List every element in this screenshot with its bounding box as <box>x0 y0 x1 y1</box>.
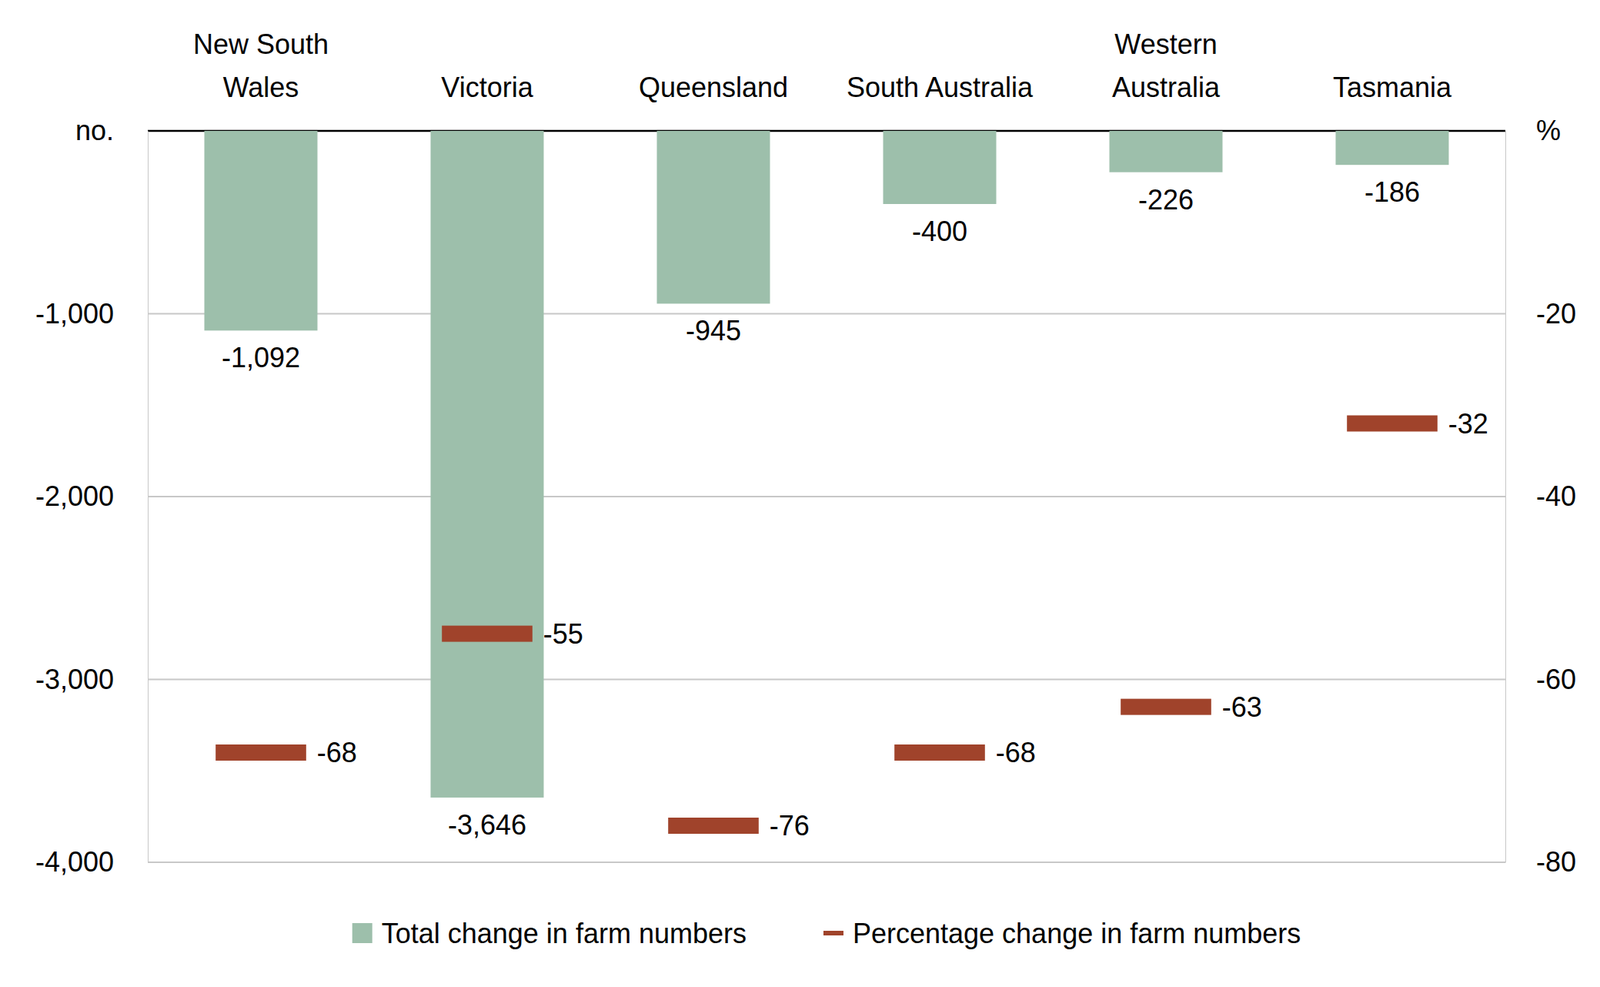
tick: Victoria <box>440 71 534 104</box>
bar <box>1109 130 1223 173</box>
legend-item: Percentage change in farm numbers <box>823 917 1301 949</box>
tick: -80 <box>1505 845 1577 878</box>
tick: -40 <box>1505 480 1577 512</box>
bar <box>883 130 997 204</box>
dash-marker <box>668 817 759 834</box>
axis-line <box>147 131 149 863</box>
grid <box>147 130 1506 862</box>
tick-label: -20 <box>1536 297 1577 330</box>
tick: no. <box>75 114 148 147</box>
tick-label: -4,000 <box>35 845 114 878</box>
legend-label: Total change in farm numbers <box>381 917 747 949</box>
tick-label: -80 <box>1536 845 1577 878</box>
data-label: -63 <box>1222 691 1263 723</box>
tick: WesternAustralia <box>1112 28 1221 104</box>
data-label: -76 <box>769 809 810 842</box>
tick-label: -3,000 <box>35 663 114 695</box>
tick: -1,000 <box>35 297 148 330</box>
tick-label: -60 <box>1536 663 1577 695</box>
grid-line <box>147 861 1506 863</box>
tick-label: -40 <box>1536 480 1577 512</box>
data-label: -186 <box>1364 176 1420 208</box>
tick: % <box>1505 114 1561 147</box>
y-axis: no. -1,000 -2,000 -3,000 -4,000 <box>35 114 149 878</box>
tick-label: % <box>1536 114 1561 147</box>
category-label: New SouthWales <box>193 28 329 104</box>
category-label: South Australia <box>846 71 1034 104</box>
bar <box>1336 130 1450 165</box>
data-labels: -1,092 -3,646 -945 -400 -226 -186 -68 -55 -76 -68… <box>221 176 1489 842</box>
tick: -20 <box>1505 297 1577 330</box>
legend-label: Percentage change in farm numbers <box>852 917 1301 949</box>
dash-marker <box>894 744 986 761</box>
chart: no. -1,000 -2,000 -3,000 -4,000% -20 -40 -60 -80… <box>0 0 1600 987</box>
axis-line <box>1505 131 1507 863</box>
tick: -60 <box>1505 663 1577 695</box>
grid-line <box>147 678 1506 681</box>
dash-marker <box>1346 415 1438 432</box>
data-label: -945 <box>685 314 742 347</box>
data-label: -3,646 <box>447 808 527 841</box>
legend-swatch <box>352 922 373 943</box>
grid-line <box>147 313 1506 315</box>
data-label: -55 <box>543 617 584 650</box>
dash-marker <box>441 625 533 642</box>
bar <box>204 130 318 331</box>
dash-marker <box>215 744 307 761</box>
data-label: -226 <box>1138 183 1194 216</box>
y2-axis: % -20 -40 -60 -80 <box>1505 114 1577 878</box>
data-label: -400 <box>911 215 968 248</box>
data-label: -68 <box>317 736 358 769</box>
category-label: Tasmania <box>1332 71 1453 104</box>
dash-marker <box>1120 698 1212 715</box>
tick: -3,000 <box>35 663 148 695</box>
x-axis: New SouthWales Victoria Queensland South Au… <box>193 28 1453 104</box>
bar <box>657 130 771 304</box>
tick: Queensland <box>638 71 789 104</box>
grid-line <box>147 495 1506 498</box>
data-label: -68 <box>995 736 1036 769</box>
tick: -4,000 <box>35 845 148 878</box>
marks <box>204 130 1450 834</box>
legend-swatch <box>823 930 844 936</box>
tick: South Australia <box>846 71 1034 104</box>
category-label: WesternAustralia <box>1112 28 1221 104</box>
tick-label: no. <box>75 114 114 147</box>
category-label: Queensland <box>638 71 789 104</box>
tick: Tasmania <box>1332 71 1453 104</box>
category-label: Victoria <box>440 71 534 104</box>
tick-label: -2,000 <box>35 480 114 512</box>
grid-line <box>147 130 1506 133</box>
tick: -2,000 <box>35 480 148 512</box>
tick: New SouthWales <box>193 28 329 104</box>
bar <box>430 130 545 798</box>
tick-label: -1,000 <box>35 297 114 330</box>
data-label: -1,092 <box>221 341 301 374</box>
data-label: -32 <box>1448 407 1489 440</box>
legend: Total change in farm numbers Percentage c… <box>352 917 1302 949</box>
legend-item: Total change in farm numbers <box>352 917 747 949</box>
